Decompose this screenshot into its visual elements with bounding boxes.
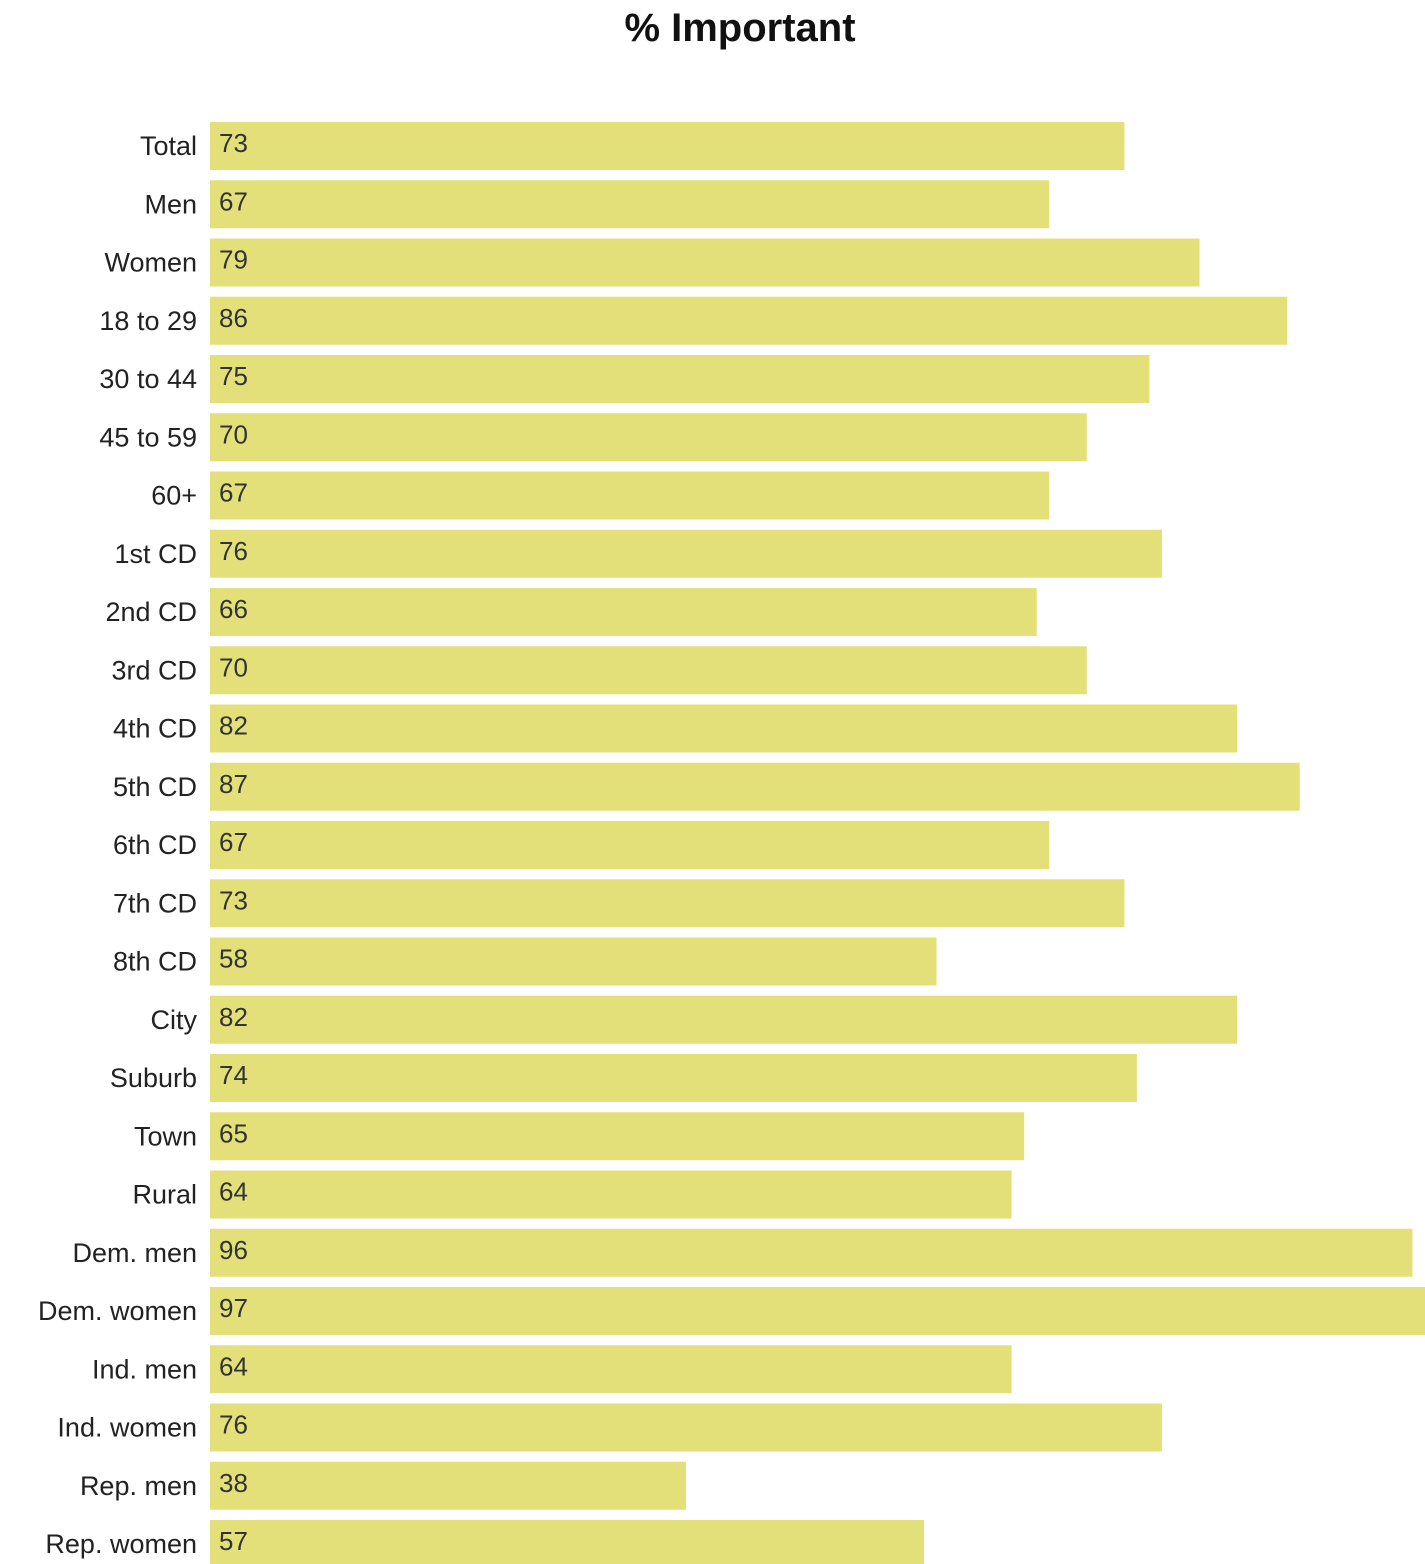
bar — [210, 879, 1125, 928]
category-label: 60+ — [151, 481, 197, 511]
category-label: Rural — [132, 1180, 197, 1210]
category-label: 30 to 44 — [99, 364, 197, 394]
bar — [210, 1112, 1025, 1161]
value-label: 96 — [219, 1235, 248, 1265]
bar — [210, 704, 1238, 753]
bar — [210, 529, 1162, 578]
value-label: 79 — [219, 245, 248, 275]
value-label: 67 — [219, 186, 248, 216]
bar — [210, 1054, 1137, 1102]
category-label: Total — [140, 131, 197, 161]
value-label: 65 — [219, 1118, 248, 1148]
bar — [210, 1520, 924, 1564]
value-label: 82 — [219, 1002, 248, 1032]
category-label: 1st CD — [114, 539, 197, 569]
category-label: Ind. men — [92, 1354, 197, 1384]
value-label: 66 — [219, 594, 248, 624]
value-label: 76 — [219, 536, 248, 566]
bar — [210, 1345, 1012, 1394]
value-label: 74 — [219, 1060, 248, 1090]
value-label: 70 — [219, 419, 248, 449]
value-label: 75 — [219, 361, 248, 391]
bar — [210, 413, 1087, 462]
bar — [210, 1403, 1162, 1452]
category-label: Rep. men — [80, 1471, 197, 1501]
bar — [210, 646, 1087, 695]
chart-title: % Important — [624, 6, 856, 50]
value-label: 82 — [219, 711, 248, 741]
value-label: 58 — [219, 944, 248, 974]
category-label: 8th CD — [113, 947, 197, 977]
bar — [210, 1461, 686, 1510]
bar — [210, 1228, 1413, 1277]
bar — [210, 471, 1050, 520]
value-label: 86 — [219, 303, 248, 333]
bar — [210, 821, 1050, 869]
bar — [210, 937, 937, 986]
category-label: Town — [134, 1121, 197, 1151]
bar — [210, 1170, 1012, 1219]
bar — [210, 995, 1238, 1044]
value-label: 64 — [219, 1177, 248, 1207]
value-label: 73 — [219, 885, 248, 915]
value-label: 70 — [219, 652, 248, 682]
value-label: 97 — [219, 1293, 248, 1323]
category-label: Women — [104, 248, 197, 278]
category-label: Dem. women — [38, 1296, 197, 1326]
value-label: 38 — [219, 1468, 248, 1498]
value-label: 73 — [219, 128, 248, 158]
category-label: Men — [144, 189, 197, 219]
category-label: Ind. women — [57, 1413, 197, 1443]
bar — [210, 355, 1150, 403]
bar — [210, 180, 1050, 229]
value-label: 87 — [219, 769, 248, 799]
bar — [210, 762, 1300, 811]
value-label: 67 — [219, 827, 248, 857]
category-label: 6th CD — [113, 830, 197, 860]
value-label: 67 — [219, 478, 248, 508]
bar — [210, 122, 1125, 170]
category-label: Rep. women — [45, 1529, 197, 1559]
category-label: 18 to 29 — [99, 306, 197, 336]
category-label: 5th CD — [113, 772, 197, 802]
category-label: Suburb — [110, 1063, 197, 1093]
bar — [210, 588, 1037, 636]
category-label: 2nd CD — [105, 597, 197, 627]
bar — [210, 296, 1288, 345]
value-label: 57 — [219, 1526, 248, 1556]
category-label: City — [151, 1005, 198, 1035]
category-label: 45 to 59 — [99, 422, 197, 452]
value-label: 76 — [219, 1410, 248, 1440]
category-label: 7th CD — [113, 888, 197, 918]
value-label: 64 — [219, 1351, 248, 1381]
bar — [210, 1287, 1425, 1335]
category-label: Dem. men — [72, 1238, 197, 1268]
bar — [210, 238, 1200, 287]
category-label: 4th CD — [113, 714, 197, 744]
category-label: 3rd CD — [111, 655, 197, 685]
